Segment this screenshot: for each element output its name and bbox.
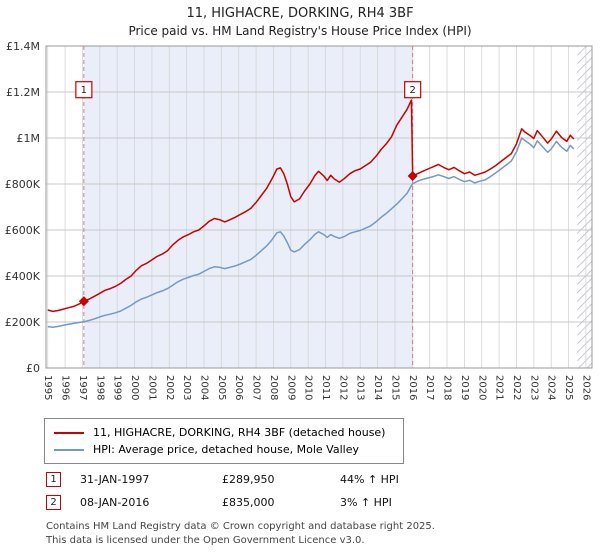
svg-text:2011: 2011	[320, 375, 331, 400]
sale-price: £835,000	[222, 496, 275, 509]
svg-text:2017: 2017	[424, 375, 435, 400]
svg-text:1999: 1999	[112, 375, 123, 400]
svg-text:2016: 2016	[407, 375, 418, 400]
sale-number-badge: 2	[46, 495, 61, 510]
red-line-swatch	[54, 431, 84, 434]
svg-text:2009: 2009	[285, 375, 296, 400]
svg-text:2018: 2018	[442, 375, 453, 400]
svg-text:£0: £0	[26, 362, 40, 375]
copyright-notice: Contains HM Land Registry data © Crown c…	[46, 520, 600, 547]
sale-annotation-row-2: 2 08-JAN-2016 £835,000 3% ↑ HPI	[46, 495, 600, 510]
svg-text:£800K: £800K	[5, 178, 41, 191]
sale-date: 08-JAN-2016	[80, 496, 150, 509]
svg-text:2023: 2023	[528, 375, 539, 400]
blue-line-swatch	[54, 448, 84, 451]
legend-label-hpi: HPI: Average price, detached house, Mole…	[93, 443, 359, 456]
svg-text:1995: 1995	[42, 375, 53, 400]
sale-date: 31-JAN-1997	[80, 473, 150, 486]
svg-text:2007: 2007	[251, 375, 262, 400]
svg-text:2019: 2019	[459, 375, 470, 400]
svg-text:2005: 2005	[216, 375, 227, 400]
svg-text:2002: 2002	[164, 375, 175, 400]
chart-header: 11, HIGHACRE, DORKING, RH4 3BF Price pai…	[0, 0, 600, 38]
price-history-chart: 1995 1996 1997 1998 1999 2000 2001 2002 2003 2004…	[5, 40, 593, 400]
svg-text:2000: 2000	[129, 375, 140, 400]
copyright-line-1: Contains HM Land Registry data © Crown c…	[46, 521, 435, 532]
svg-text:2008: 2008	[268, 375, 279, 400]
chart-legend: 11, HIGHACRE, DORKING, RH4 3BF (detached…	[44, 418, 404, 464]
svg-text:1997: 1997	[77, 375, 88, 400]
svg-text:2013: 2013	[355, 375, 366, 400]
sale-price: £289,950	[222, 473, 275, 486]
svg-text:£600K: £600K	[5, 224, 41, 237]
svg-text:2003: 2003	[181, 375, 192, 400]
svg-text:£1M: £1M	[17, 132, 41, 145]
svg-text:£1.4M: £1.4M	[6, 40, 40, 53]
svg-text:2004: 2004	[198, 375, 209, 400]
svg-text:2010: 2010	[303, 375, 314, 400]
svg-text:2025: 2025	[563, 375, 574, 400]
legend-item-hpi: HPI: Average price, detached house, Mole…	[54, 441, 394, 458]
sale-hpi-delta: 3% ↑ HPI	[340, 496, 392, 509]
svg-text:1998: 1998	[94, 375, 105, 400]
svg-text:2012: 2012	[337, 375, 348, 400]
svg-text:2021: 2021	[494, 375, 505, 400]
copyright-line-2: This data is licensed under the Open Gov…	[46, 534, 365, 546]
sale-annotation-row-1: 1 31-JAN-1997 £289,950 44% ↑ HPI	[46, 472, 600, 487]
sale-number-badge: 1	[46, 472, 61, 487]
page-subtitle: Price paid vs. HM Land Registry's House …	[128, 24, 472, 38]
svg-text:2024: 2024	[546, 375, 557, 400]
svg-text:2006: 2006	[233, 375, 244, 400]
svg-text:1: 1	[81, 85, 87, 96]
svg-text:2001: 2001	[146, 375, 157, 400]
svg-text:1996: 1996	[60, 375, 71, 400]
svg-text:2020: 2020	[476, 375, 487, 400]
svg-text:2026: 2026	[580, 375, 591, 400]
svg-text:£400K: £400K	[5, 270, 41, 283]
svg-text:£1.2M: £1.2M	[6, 86, 40, 99]
sale-hpi-delta: 44% ↑ HPI	[340, 473, 399, 486]
page-title: 11, HIGHACRE, DORKING, RH4 3BF	[186, 6, 414, 21]
svg-text:2014: 2014	[372, 375, 383, 400]
legend-label-property: 11, HIGHACRE, DORKING, RH4 3BF (detached…	[93, 426, 386, 439]
svg-text:2015: 2015	[389, 375, 400, 400]
legend-item-property: 11, HIGHACRE, DORKING, RH4 3BF (detached…	[54, 424, 394, 441]
svg-text:2: 2	[409, 85, 415, 96]
svg-text:£200K: £200K	[5, 316, 41, 329]
svg-text:2022: 2022	[511, 375, 522, 400]
